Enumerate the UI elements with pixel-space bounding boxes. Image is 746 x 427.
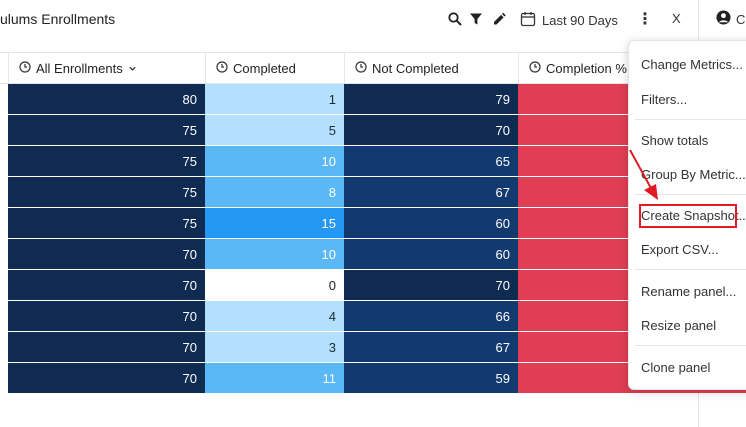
menu-item-group-by-metric[interactable]: Group By Metric... bbox=[641, 167, 746, 182]
menu-item-show-totals[interactable]: Show totals bbox=[641, 133, 709, 148]
close-button[interactable]: X bbox=[672, 11, 681, 26]
cell-completed: 10 bbox=[205, 239, 344, 269]
user-initial: C bbox=[736, 11, 746, 27]
cell-completed: 1 bbox=[205, 84, 344, 114]
cell-all-enrollments: 75 bbox=[8, 115, 205, 145]
column-label: Not Completed bbox=[372, 61, 459, 76]
column-header-all-enrollments[interactable]: All Enrollments bbox=[8, 53, 205, 84]
cell-not-completed: 60 bbox=[344, 239, 518, 269]
cell-not-completed: 70 bbox=[344, 270, 518, 300]
menu-item-clone-panel[interactable]: Clone panel bbox=[641, 360, 711, 375]
clock-icon bbox=[355, 61, 367, 76]
search-icon[interactable] bbox=[446, 10, 464, 28]
table-header-row: All Enrollments Completed Not Completed … bbox=[0, 52, 746, 84]
clock-icon bbox=[216, 61, 228, 76]
panel-title: ulums Enrollments bbox=[0, 11, 116, 27]
user-menu[interactable]: C bbox=[716, 10, 745, 28]
cell-not-completed: 70 bbox=[344, 115, 518, 145]
cell-completed: 11 bbox=[205, 363, 344, 393]
cell-completed: 0 bbox=[205, 270, 344, 300]
cell-completed: 15 bbox=[205, 208, 344, 238]
menu-divider bbox=[635, 345, 746, 346]
menu-item-create-snapshot[interactable]: Create Snapshot... bbox=[641, 208, 746, 223]
cell-not-completed: 67 bbox=[344, 332, 518, 362]
cell-not-completed: 79 bbox=[344, 84, 518, 114]
pencil-icon[interactable] bbox=[490, 10, 508, 28]
more-options-icon[interactable]: ⋮ bbox=[637, 11, 653, 28]
menu-item-change-metrics[interactable]: Change Metrics... bbox=[641, 57, 743, 72]
cell-all-enrollments: 75 bbox=[8, 146, 205, 176]
filter-icon[interactable] bbox=[467, 10, 485, 28]
cell-all-enrollments: 70 bbox=[8, 363, 205, 393]
chevron-down-icon[interactable] bbox=[128, 61, 137, 76]
menu-item-resize-panel[interactable]: Resize panel bbox=[641, 318, 717, 333]
column-label: Completed bbox=[233, 61, 296, 76]
cell-not-completed: 66 bbox=[344, 301, 518, 331]
column-label: All Enrollments bbox=[36, 61, 123, 76]
cell-all-enrollments: 70 bbox=[8, 332, 205, 362]
cell-not-completed: 60 bbox=[344, 208, 518, 238]
cell-completed: 5 bbox=[205, 115, 344, 145]
cell-completed: 8 bbox=[205, 177, 344, 207]
cell-all-enrollments: 75 bbox=[8, 208, 205, 238]
column-header-completed[interactable]: Completed bbox=[205, 53, 344, 84]
cell-not-completed: 59 bbox=[344, 363, 518, 393]
menu-item-filters[interactable]: Filters... bbox=[641, 92, 688, 107]
menu-item-rename-panel[interactable]: Rename panel... bbox=[641, 284, 737, 299]
annotation-highlight-box bbox=[639, 204, 737, 228]
cell-all-enrollments: 70 bbox=[8, 301, 205, 331]
calendar-icon bbox=[520, 11, 536, 30]
clock-icon bbox=[19, 61, 31, 76]
panel-header: ulums Enrollments Last 90 Days ⋮ X C bbox=[0, 0, 746, 40]
user-account-icon bbox=[716, 10, 731, 28]
cell-completed: 3 bbox=[205, 332, 344, 362]
panel-options-menu: Change Metrics... Filters... Show totals… bbox=[628, 40, 746, 390]
cell-completed: 4 bbox=[205, 301, 344, 331]
cell-not-completed: 67 bbox=[344, 177, 518, 207]
cell-all-enrollments: 70 bbox=[8, 239, 205, 269]
column-header-not-completed[interactable]: Not Completed bbox=[344, 53, 518, 84]
cell-all-enrollments: 80 bbox=[8, 84, 205, 114]
menu-divider bbox=[635, 269, 746, 270]
cell-all-enrollments: 75 bbox=[8, 177, 205, 207]
cell-all-enrollments: 70 bbox=[8, 270, 205, 300]
menu-divider bbox=[635, 194, 746, 195]
cell-completed: 10 bbox=[205, 146, 344, 176]
clock-icon bbox=[529, 61, 541, 76]
column-header-completion-percent[interactable]: Completion % bbox=[518, 53, 746, 84]
date-range-picker[interactable]: Last 90 Days bbox=[520, 10, 618, 30]
date-range-label: Last 90 Days bbox=[542, 12, 618, 28]
menu-item-export-csv[interactable]: Export CSV... bbox=[641, 242, 719, 257]
column-label: Completion % bbox=[546, 61, 627, 76]
menu-divider bbox=[635, 119, 746, 120]
cell-not-completed: 65 bbox=[344, 146, 518, 176]
